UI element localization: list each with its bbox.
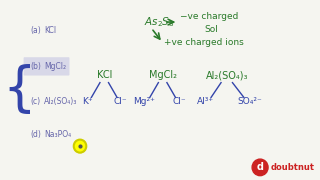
Text: (c): (c) — [30, 97, 40, 106]
Text: Al₂(SO₄)₃: Al₂(SO₄)₃ — [205, 70, 248, 80]
Text: MgCl₂: MgCl₂ — [149, 70, 177, 80]
Text: {: { — [2, 64, 36, 116]
FancyBboxPatch shape — [24, 57, 69, 76]
Text: −ve charged: −ve charged — [180, 12, 238, 21]
Text: Sol: Sol — [204, 25, 218, 34]
Text: $As_2S_3$: $As_2S_3$ — [144, 15, 175, 29]
Text: doubtnut: doubtnut — [271, 163, 315, 172]
Text: Al₂(SO₄)₃: Al₂(SO₄)₃ — [44, 97, 78, 106]
Text: (a): (a) — [30, 26, 41, 35]
Text: KCl: KCl — [97, 70, 112, 80]
Text: Mg²⁺: Mg²⁺ — [133, 97, 155, 106]
Text: K⁺: K⁺ — [82, 97, 92, 106]
Text: KCl: KCl — [44, 26, 57, 35]
Circle shape — [74, 140, 86, 153]
Text: Na₃PO₄: Na₃PO₄ — [44, 130, 72, 139]
Circle shape — [252, 159, 268, 176]
Text: d: d — [257, 162, 264, 172]
Text: +ve charged ions: +ve charged ions — [164, 38, 244, 47]
Text: Cl⁻: Cl⁻ — [172, 97, 186, 106]
Text: (b): (b) — [30, 62, 41, 71]
Text: Cl⁻: Cl⁻ — [113, 97, 127, 106]
Text: Al³⁺: Al³⁺ — [197, 97, 214, 106]
Text: MgCl₂: MgCl₂ — [44, 62, 67, 71]
Text: SO₄²⁻: SO₄²⁻ — [237, 97, 262, 106]
Text: (d): (d) — [30, 130, 41, 139]
